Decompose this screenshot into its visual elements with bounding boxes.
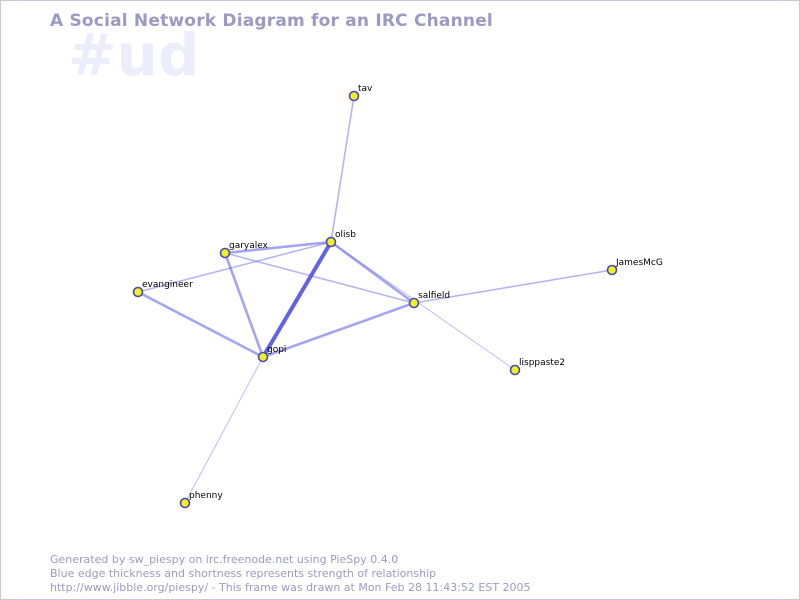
node-JamesMcG: JamesMcG: [606, 258, 663, 276]
node-marker: [257, 351, 269, 363]
node-marker: [606, 264, 618, 276]
edge-olisb-gopi: [261, 240, 333, 359]
edge-group: [136, 95, 613, 504]
node-label: garyalex: [229, 241, 269, 251]
footer: Generated by sw_piespy on irc.freenode.n…: [50, 553, 531, 595]
node-label: JamesMcG: [615, 258, 663, 268]
node-label: gopi: [267, 345, 286, 355]
edge-salfield-JamesMcG: [413, 269, 613, 304]
node-phenny: phenny: [179, 491, 223, 509]
node-label: evangineer: [142, 280, 193, 290]
edge-olisb-lisppaste2: [330, 241, 516, 371]
node-olisb: olisb: [325, 230, 356, 248]
node-garyalex: garyalex: [219, 241, 269, 259]
node-label: salfield: [418, 291, 450, 301]
footer-legend-line: Blue edge thickness and shortness repres…: [50, 567, 437, 580]
node-tav: tav: [348, 84, 373, 102]
edge-evangineer-gopi: [136, 290, 265, 359]
node-lisppaste2: lisppaste2: [509, 358, 565, 376]
edge-gopi-salfield: [261, 301, 416, 359]
node-marker: [179, 497, 191, 509]
node-evangineer: evangineer: [132, 280, 193, 298]
node-marker: [509, 364, 521, 376]
edge-olisb-tav: [330, 95, 355, 243]
footer-generator-line: Generated by sw_piespy on irc.freenode.n…: [50, 553, 399, 566]
edge-olisb-evangineer: [137, 241, 332, 293]
node-marker: [219, 247, 231, 259]
channel-watermark: #ud: [68, 21, 200, 89]
node-label: olisb: [335, 230, 356, 240]
node-label: lisppaste2: [519, 358, 565, 368]
node-marker: [348, 90, 360, 102]
diagram-title: A Social Network Diagram for an IRC Chan…: [50, 11, 493, 31]
node-label: tav: [358, 84, 373, 94]
node-label: phenny: [189, 491, 223, 501]
edge-olisb-salfield: [329, 240, 416, 305]
node-gopi: gopi: [257, 345, 286, 363]
edge-gopi-phenny: [184, 356, 264, 504]
node-marker: [132, 286, 144, 298]
edge-garyalex-salfield: [224, 252, 415, 304]
node-salfield: salfield: [408, 291, 450, 309]
footer-timestamp-line: http://www.jibble.org/piespy/ - This fra…: [50, 581, 531, 594]
node-group: tav olisb garyalex evangineer gopi salfield Ja…: [132, 84, 663, 509]
node-marker: [325, 236, 337, 248]
edge-garyalex-gopi: [223, 251, 265, 359]
edge-olisb-garyalex: [223, 240, 333, 255]
node-marker: [408, 297, 420, 309]
